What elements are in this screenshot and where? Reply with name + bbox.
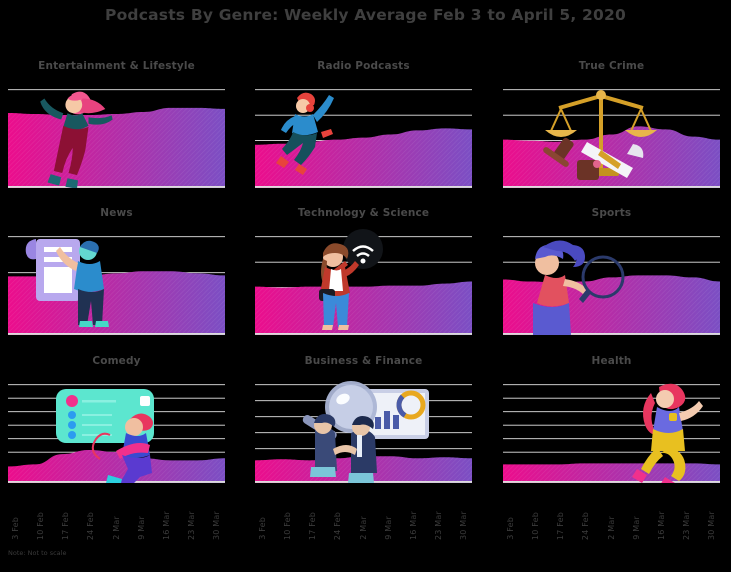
- panel-sports: Sports: [503, 207, 720, 339]
- x-tick-label: 2 Mar: [606, 516, 616, 540]
- x-tick-label: 17 Feb: [308, 511, 318, 540]
- x-tick-label: 17 Feb: [61, 511, 71, 540]
- plot-area: [255, 80, 472, 188]
- woman-wifi-illustration: [319, 229, 383, 330]
- area-chart-svg: [8, 384, 225, 483]
- x-axis-column-1: 3 Feb 10 Feb 17 Feb 24 Feb 2 Mar 9 Mar 16 Mar 2…: [8, 492, 225, 540]
- x-tick-label: 10 Feb: [531, 511, 541, 540]
- small-multiples-grid: Entertainment & Lifestyle Radio Podcasts T…: [0, 60, 731, 490]
- panel-title: Radio Podcasts: [317, 60, 410, 72]
- x-tick-label: 3 Feb: [11, 517, 20, 540]
- x-tick-label: 16 Mar: [656, 510, 666, 540]
- x-tick-label: 24 Feb: [333, 511, 343, 540]
- jumping-man-illustration: [276, 92, 334, 175]
- x-tick-label: 24 Feb: [581, 511, 591, 540]
- scales-gavel-illustration: [543, 90, 657, 180]
- x-tick-label: 23 Mar: [186, 510, 196, 540]
- x-tick-label: 2 Mar: [358, 516, 368, 540]
- plot-area: [8, 80, 225, 188]
- area-hatch: [255, 281, 472, 335]
- x-tick-label: 23 Mar: [433, 510, 443, 540]
- plot-area: [503, 80, 720, 188]
- plot-area: [255, 227, 472, 335]
- plot-area: [8, 375, 225, 483]
- x-tick-label: 9 Mar: [631, 516, 641, 540]
- panel-title: News: [100, 207, 133, 219]
- footnote: Note: Not to scale: [8, 549, 67, 557]
- panel-health: Health: [503, 355, 720, 487]
- running-woman-illustration: [632, 383, 703, 483]
- plot-area: [503, 375, 720, 483]
- panel-title: Entertainment & Lifestyle: [38, 60, 195, 72]
- x-tick-label: 10 Feb: [283, 511, 293, 540]
- panel-business-finance: Business & Finance: [255, 355, 472, 487]
- area-chart-svg: [255, 236, 472, 335]
- area-hatch: [8, 450, 225, 483]
- tennis-player-illustration: [533, 240, 625, 335]
- panel-title: Comedy: [92, 355, 141, 367]
- x-tick-label: 30 Mar: [459, 510, 468, 540]
- x-tick-label: 30 Mar: [707, 510, 716, 540]
- panel-true-crime: True Crime: [503, 60, 720, 192]
- x-tick-label: 16 Mar: [161, 510, 171, 540]
- panel-title: Business & Finance: [304, 355, 423, 367]
- panel-comedy: Comedy: [8, 355, 225, 487]
- x-tick-label: 3 Feb: [506, 517, 515, 540]
- plot-area: [8, 227, 225, 335]
- panel-title: Sports: [591, 207, 632, 219]
- panel-title: Technology & Science: [297, 207, 430, 219]
- x-tick-label: 23 Mar: [681, 510, 691, 540]
- panel-entertainment-lifestyle: Entertainment & Lifestyle: [8, 60, 225, 192]
- x-tick-label: 10 Feb: [36, 511, 46, 540]
- panel-title: Health: [591, 355, 632, 367]
- x-axis-column-2: 3 Feb 10 Feb 17 Feb 24 Feb 2 Mar 9 Mar 16 Mar 2…: [255, 492, 472, 540]
- x-tick-label: 30 Mar: [212, 510, 221, 540]
- laptop-person-illustration: [56, 389, 154, 483]
- panel-news: News: [8, 207, 225, 339]
- x-axis-column-3: 3 Feb 10 Feb 17 Feb 24 Feb 2 Mar 9 Mar 16 Mar 2…: [503, 492, 720, 540]
- panel-title: True Crime: [578, 60, 645, 72]
- x-tick-label: 9 Mar: [383, 516, 393, 540]
- panel-technology-science: Technology & Science: [255, 207, 472, 339]
- x-tick-label: 3 Feb: [258, 517, 267, 540]
- x-tick-label: 2 Mar: [111, 516, 121, 540]
- panel-radio-podcasts: Radio Podcasts: [255, 60, 472, 192]
- dancing-woman-illustration: [40, 91, 113, 188]
- x-tick-label: 24 Feb: [86, 511, 96, 540]
- x-tick-label: 9 Mar: [136, 516, 146, 540]
- newspaper-reader-illustration: [25, 239, 109, 327]
- handshake-magnifier-illustration: [302, 381, 429, 483]
- plot-area: [255, 375, 472, 483]
- plot-area: [503, 227, 720, 335]
- page-title: Podcasts By Genre: Weekly Average Feb 3 …: [105, 6, 626, 24]
- x-tick-label: 16 Mar: [408, 510, 418, 540]
- x-tick-label: 17 Feb: [556, 511, 566, 540]
